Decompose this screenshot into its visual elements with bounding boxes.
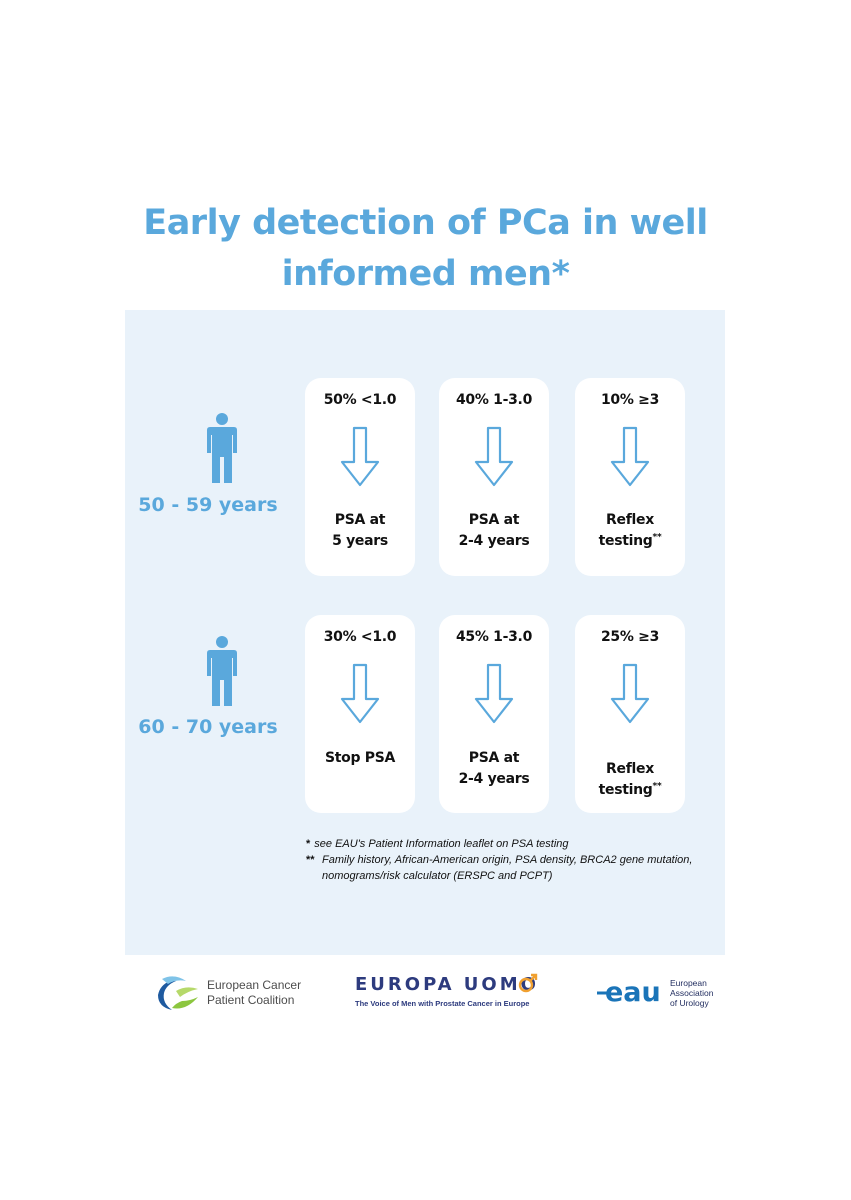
eau-line: Association bbox=[670, 988, 714, 998]
psa-percentage: 30% <1.0 bbox=[323, 629, 397, 645]
age-label-50-59: 50 - 59 years bbox=[138, 494, 278, 516]
eau-line: European bbox=[670, 978, 707, 988]
psa-card: 10% ≥3 Reflex testing** bbox=[575, 378, 685, 576]
footnote-marker: ** bbox=[652, 781, 662, 792]
footnote-text: see EAU's Patient Information leaflet on… bbox=[314, 838, 569, 850]
arrow-down-icon bbox=[610, 426, 650, 487]
psa-card: 40% 1-3.0 PSA at 2-4 years bbox=[439, 378, 549, 576]
arrow-down-icon bbox=[474, 663, 514, 724]
action-line: 2-4 years bbox=[458, 771, 530, 787]
psa-card: 25% ≥3 Reflex testing** bbox=[575, 615, 685, 813]
footnote-marker: ** bbox=[652, 532, 662, 543]
age-label-60-70: 60 - 70 years bbox=[138, 716, 278, 738]
arrow-down-icon bbox=[340, 426, 380, 487]
ecpc-line: European Cancer bbox=[207, 978, 302, 992]
action-line: testing** bbox=[575, 531, 685, 552]
action-line: PSA at bbox=[468, 750, 520, 766]
ecpc-logo bbox=[158, 976, 198, 1010]
ecpc-name: European Cancer Patient Coalition bbox=[207, 978, 301, 1008]
psa-card: 30% <1.0 Stop PSA bbox=[305, 615, 415, 813]
action-line: Reflex bbox=[606, 512, 654, 528]
psa-percentage: 50% <1.0 bbox=[323, 392, 397, 408]
action-text: testing bbox=[598, 533, 653, 549]
eau-name: European Association of Urology bbox=[670, 978, 713, 1008]
footnote-text-continued: nomograms/risk calculator (ERSPC and PCP… bbox=[322, 870, 553, 882]
action-line: 5 years bbox=[332, 533, 388, 549]
page-title: Early detection of PCa in well informed … bbox=[0, 198, 851, 300]
person-icon bbox=[207, 636, 237, 706]
footnote-text: Family history, African-American origin,… bbox=[322, 854, 693, 866]
recommended-action: Reflex testing** bbox=[575, 759, 685, 801]
recommended-action: Stop PSA bbox=[305, 748, 415, 769]
psa-percentage: 45% 1-3.0 bbox=[455, 629, 533, 645]
action-line: Reflex bbox=[606, 761, 654, 777]
male-symbol-icon bbox=[518, 973, 538, 993]
eau-mark: eau bbox=[605, 977, 661, 1008]
eau-line: of Urology bbox=[670, 998, 709, 1008]
footnote-2: ** Family history, African-American origi… bbox=[306, 852, 726, 884]
arrow-down-icon bbox=[474, 426, 514, 487]
action-line: PSA at bbox=[334, 512, 386, 528]
recommended-action: PSA at 5 years bbox=[305, 510, 415, 552]
action-line: Stop PSA bbox=[324, 750, 396, 766]
psa-percentage: 25% ≥3 bbox=[600, 629, 660, 645]
psa-card: 45% 1-3.0 PSA at 2-4 years bbox=[439, 615, 549, 813]
action-line: testing** bbox=[575, 780, 685, 801]
action-text: testing bbox=[598, 782, 653, 798]
recommended-action: Reflex testing** bbox=[575, 510, 685, 552]
ecpc-line: Patient Coalition bbox=[207, 993, 295, 1007]
footnote-mark: * bbox=[306, 838, 311, 850]
footnote-mark: ** bbox=[306, 854, 315, 866]
psa-card: 50% <1.0 PSA at 5 years bbox=[305, 378, 415, 576]
title-line-1: Early detection of PCa in well bbox=[143, 203, 708, 243]
psa-percentage: 10% ≥3 bbox=[600, 392, 660, 408]
arrow-down-icon bbox=[610, 663, 650, 724]
title-line-2: informed men* bbox=[281, 254, 570, 294]
person-icon bbox=[207, 413, 237, 483]
recommended-action: PSA at 2-4 years bbox=[439, 510, 549, 552]
action-line: 2-4 years bbox=[458, 533, 530, 549]
arrow-down-icon bbox=[340, 663, 380, 724]
footnote-1: * see EAU's Patient Information leaflet o… bbox=[306, 836, 726, 852]
recommended-action: PSA at 2-4 years bbox=[439, 748, 549, 790]
europa-uomo-logo: EUROPA UOMO The Voice of Men with Prosta… bbox=[355, 974, 575, 1008]
europa-uomo-name: EUROPA UOMO bbox=[355, 974, 539, 995]
action-line: PSA at bbox=[468, 512, 520, 528]
eau-logo: eau bbox=[597, 977, 661, 1008]
footnotes: * see EAU's Patient Information leaflet o… bbox=[306, 836, 726, 884]
psa-percentage: 40% 1-3.0 bbox=[455, 392, 533, 408]
europa-uomo-tagline: The Voice of Men with Prostate Cancer in… bbox=[355, 999, 530, 1008]
